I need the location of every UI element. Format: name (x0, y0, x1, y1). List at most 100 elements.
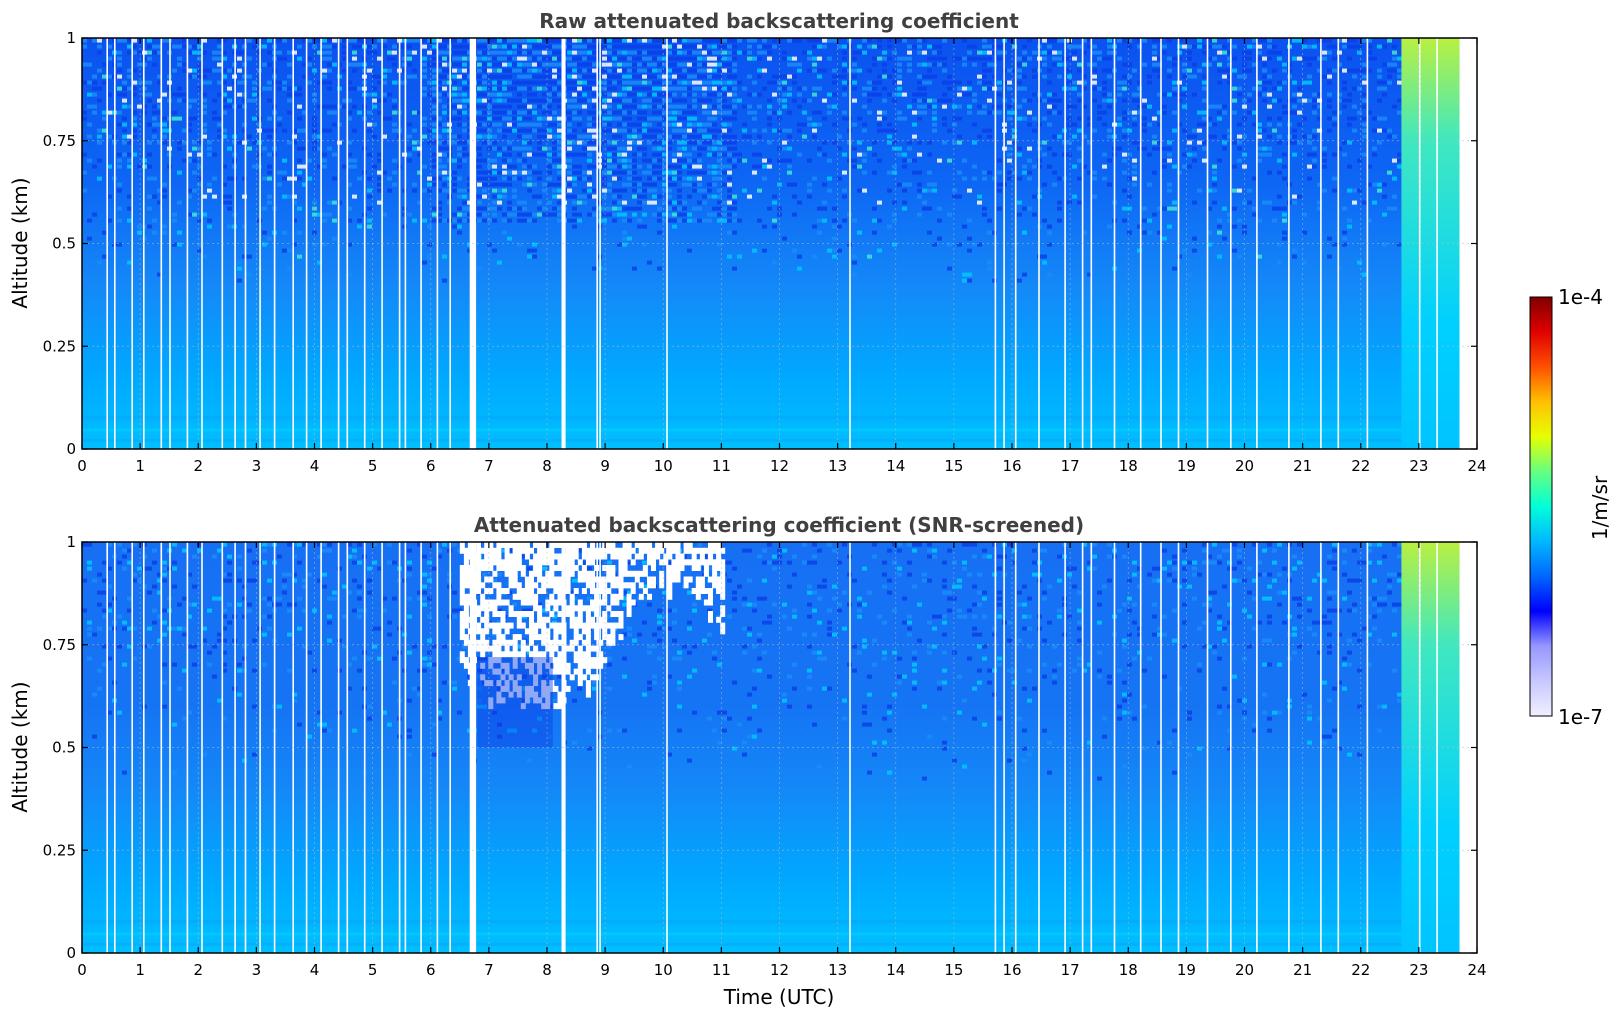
texture-cell (1327, 104, 1332, 109)
texture-cell (187, 194, 192, 199)
texture-cell (102, 230, 107, 235)
texture-cell (572, 182, 577, 187)
texture-cell (607, 74, 612, 79)
texture-cell (1352, 188, 1357, 193)
texture-cell (737, 584, 742, 589)
texture-cell (452, 218, 457, 223)
texture-cell (587, 140, 592, 145)
texture-cell (1292, 92, 1297, 97)
texture-cell (1132, 98, 1137, 103)
texture-cell (1397, 56, 1402, 61)
texture-cell (707, 146, 712, 151)
texture-cell (632, 638, 637, 643)
texture-cell (807, 98, 812, 103)
texture-cell (482, 188, 487, 193)
texture-cell (1127, 206, 1132, 211)
texture-cell (152, 116, 157, 121)
texture-cell (302, 110, 307, 115)
texture-cell (1222, 206, 1227, 211)
texture-cell (1087, 140, 1092, 145)
texture-cell (297, 626, 302, 631)
texture-cell (172, 110, 177, 115)
texture-cell (877, 80, 882, 85)
texture-cell (387, 722, 392, 727)
texture-cell (662, 38, 667, 43)
texture-cell (217, 44, 222, 49)
texture-cell (252, 98, 257, 103)
texture-cell (687, 620, 692, 625)
texture-cell (1177, 38, 1182, 43)
texture-cell (552, 182, 557, 187)
texture-cell (507, 200, 512, 205)
texture-cell (522, 122, 527, 127)
texture-cell (1202, 140, 1207, 145)
texture-cell (347, 38, 352, 43)
texture-cell (1307, 134, 1312, 139)
texture-cell (482, 116, 487, 121)
texture-cell (367, 590, 372, 595)
texture-cell (622, 590, 627, 595)
texture-cell (502, 212, 507, 217)
texture-cell (162, 608, 167, 613)
texture-cell (927, 104, 932, 109)
texture-cell (732, 104, 737, 109)
texture-cell (102, 74, 107, 79)
texture-cell (522, 674, 527, 679)
texture-cell (1237, 86, 1242, 91)
texture-cell (502, 158, 507, 163)
texture-cell (457, 164, 462, 169)
texture-cell (387, 68, 392, 73)
texture-cell (977, 242, 982, 247)
texture-cell (117, 614, 122, 619)
texture-cell (1312, 110, 1317, 115)
texture-cell (922, 200, 927, 205)
texture-cell (727, 182, 732, 187)
texture-cell (267, 194, 272, 199)
texture-cell (1332, 242, 1337, 247)
texture-cell (1272, 50, 1277, 55)
texture-cell (1277, 56, 1282, 61)
texture-cell (1057, 56, 1062, 61)
texture-cell (267, 170, 272, 175)
texture-cell (492, 194, 497, 199)
texture-cell (152, 584, 157, 589)
texture-cell (642, 188, 647, 193)
texture-cell (322, 128, 327, 133)
texture-cell (932, 98, 937, 103)
texture-cell (812, 122, 817, 127)
data-gap (259, 38, 261, 449)
texture-cell (287, 74, 292, 79)
texture-cell (717, 572, 722, 577)
texture-cell (377, 626, 382, 631)
texture-cell (602, 92, 607, 97)
texture-cell (607, 158, 612, 163)
texture-cell (437, 44, 442, 49)
texture-cell (987, 170, 992, 175)
texture-cell (517, 62, 522, 67)
texture-cell (1117, 92, 1122, 97)
texture-cell (1132, 116, 1137, 121)
texture-cell (942, 104, 947, 109)
data-gap (244, 38, 247, 449)
texture-cell (227, 176, 232, 181)
texture-cell (427, 188, 432, 193)
texture-cell (122, 38, 127, 43)
texture-cell (557, 140, 562, 145)
texture-cell (467, 98, 472, 103)
texture-cell (202, 254, 207, 259)
texture-cell (997, 104, 1002, 109)
texture-cell (522, 128, 527, 133)
texture-cell (392, 98, 397, 103)
texture-cell (982, 38, 987, 43)
texture-cell (537, 80, 542, 85)
texture-cell (492, 86, 497, 91)
texture-cell (1152, 38, 1157, 43)
texture-cell (1357, 110, 1362, 115)
texture-cell (327, 128, 332, 133)
texture-cell (1242, 104, 1247, 109)
texture-cell (897, 62, 902, 67)
texture-cell (552, 92, 557, 97)
texture-cell (617, 74, 622, 79)
texture-cell (652, 80, 657, 85)
texture-cell (987, 50, 992, 55)
